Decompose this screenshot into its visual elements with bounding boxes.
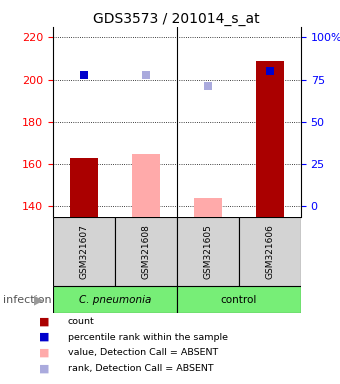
Text: ■: ■ <box>39 332 49 342</box>
Bar <box>53 286 177 313</box>
Point <box>205 83 210 89</box>
Bar <box>256 61 284 217</box>
Bar <box>239 217 301 286</box>
Bar <box>194 198 222 217</box>
Text: ■: ■ <box>39 363 49 373</box>
Title: GDS3573 / 201014_s_at: GDS3573 / 201014_s_at <box>94 12 260 26</box>
Bar <box>177 286 301 313</box>
Text: count: count <box>68 317 95 326</box>
Text: GSM321606: GSM321606 <box>266 224 274 279</box>
Text: ▶: ▶ <box>34 293 44 306</box>
Text: value, Detection Call = ABSENT: value, Detection Call = ABSENT <box>68 348 218 357</box>
Text: GSM321605: GSM321605 <box>203 224 212 279</box>
Bar <box>115 217 177 286</box>
Text: GSM321608: GSM321608 <box>141 224 150 279</box>
Text: ■: ■ <box>39 316 49 326</box>
Bar <box>70 158 98 217</box>
Text: C. pneumonia: C. pneumonia <box>79 295 151 305</box>
Point <box>267 68 273 74</box>
Point <box>81 72 86 78</box>
Bar <box>177 217 239 286</box>
Text: rank, Detection Call = ABSENT: rank, Detection Call = ABSENT <box>68 364 214 373</box>
Bar <box>132 154 160 217</box>
Point <box>143 72 149 78</box>
Text: ■: ■ <box>39 348 49 358</box>
Bar <box>53 217 115 286</box>
Text: GSM321607: GSM321607 <box>79 224 88 279</box>
Text: control: control <box>221 295 257 305</box>
Text: percentile rank within the sample: percentile rank within the sample <box>68 333 228 342</box>
Text: infection: infection <box>3 295 52 305</box>
